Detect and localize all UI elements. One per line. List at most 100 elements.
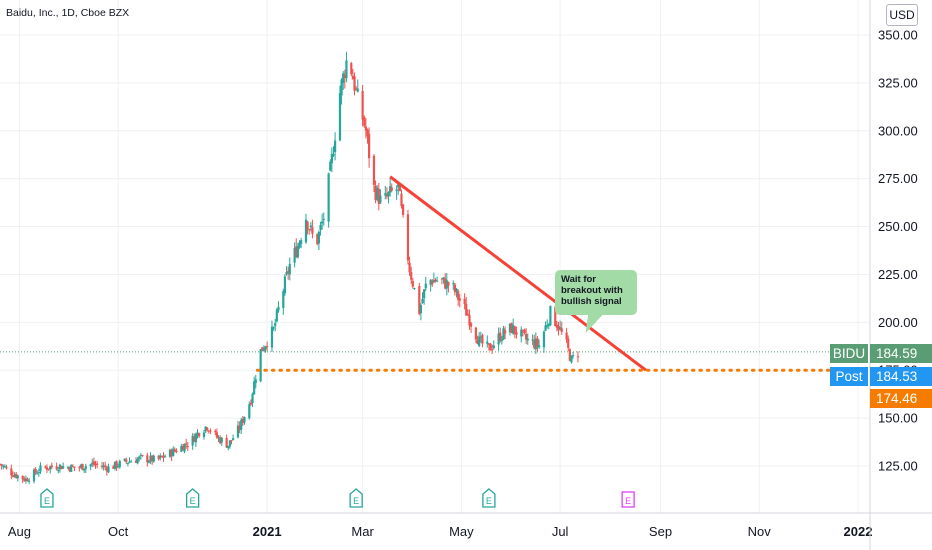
currency-button[interactable]: USD (886, 4, 918, 26)
candle-body (476, 340, 479, 345)
candle-body (73, 466, 76, 468)
candle-body (343, 74, 346, 79)
candle-body (525, 333, 528, 340)
candle-body (308, 229, 311, 231)
candle-body (227, 445, 230, 449)
candle-body (89, 464, 92, 467)
candle-body (238, 425, 241, 430)
candle-body (479, 336, 482, 338)
candle-body (374, 185, 377, 201)
candle-body (168, 449, 172, 457)
earnings-marker: E (185, 488, 200, 508)
candle-body (26, 479, 29, 482)
symbol-title: Baidu, Inc., 1D, Cboe BZX (6, 7, 130, 19)
candle-body (447, 282, 450, 286)
candle-body (249, 402, 253, 405)
candle-body (194, 434, 197, 443)
candle-body (147, 461, 151, 463)
candle-body (544, 325, 547, 331)
candle-body (44, 466, 47, 468)
candle-body (334, 140, 337, 153)
candle-body (47, 468, 50, 470)
candle-body (84, 466, 87, 470)
candle-body (444, 278, 447, 289)
candle-body (219, 437, 222, 444)
candle-body (79, 464, 83, 468)
candle-body (185, 443, 188, 445)
candle-body (251, 393, 254, 403)
candle-body (24, 478, 28, 482)
candle-body (16, 475, 19, 479)
candle-body (204, 426, 207, 432)
candle-body (50, 465, 53, 468)
candle-body (413, 287, 416, 289)
candle-body (173, 449, 176, 452)
candle-body (410, 271, 413, 280)
candle-body (151, 455, 154, 462)
x-tick-label: May (449, 524, 474, 539)
candle-body (406, 214, 410, 261)
candle-body (225, 438, 228, 448)
candle-body (298, 242, 301, 248)
candle-body (418, 286, 421, 315)
candle-body (397, 183, 400, 188)
candle-body (379, 195, 382, 203)
candle-body (542, 331, 546, 348)
candle-body (264, 346, 267, 350)
candle-body (138, 456, 141, 459)
candle-body (497, 333, 500, 345)
y-tick-label: 125.00 (878, 459, 918, 474)
candle-body (361, 90, 364, 120)
candle-body (434, 279, 437, 282)
candle-body (355, 88, 358, 90)
earnings-marker-shape (349, 488, 363, 508)
x-tick-label: Nov (748, 524, 772, 539)
candle-body (317, 231, 321, 244)
candle-body (376, 187, 379, 200)
candle-body (15, 473, 18, 478)
candle-body (353, 76, 356, 91)
candle-body (512, 325, 515, 334)
earnings-marker-label: E (486, 496, 492, 506)
chart-annotation-callout[interactable]: Wait for breakout with bullish signal (555, 270, 637, 315)
x-tick-label: 2022 (844, 524, 873, 539)
candle-body (220, 437, 223, 443)
candle-body (424, 283, 427, 289)
candle-body (136, 458, 139, 464)
candle-body (468, 314, 471, 326)
candle-body (123, 458, 126, 461)
candle-body (0, 464, 3, 466)
candle-body (217, 437, 220, 439)
candle-body (159, 455, 162, 459)
candle-body (272, 327, 275, 329)
candle-body (175, 450, 178, 453)
resistance-trendline (389, 175, 647, 372)
candle-body (432, 279, 435, 283)
candle-body (274, 323, 277, 327)
candle-body (568, 349, 571, 361)
candle-body (285, 272, 288, 275)
candle-body (104, 465, 107, 468)
candle-body (10, 468, 13, 476)
candle-body (316, 233, 319, 245)
candle-body (240, 419, 243, 430)
candle-body (202, 432, 206, 438)
candle-body (66, 467, 70, 469)
candle-body (500, 339, 503, 341)
candle-body (559, 327, 562, 329)
candle-body (288, 263, 291, 275)
candle-body (236, 425, 240, 438)
candle-body (282, 291, 285, 308)
earnings-marker: E (349, 488, 363, 508)
x-tick-label: Oct (108, 524, 129, 539)
candle-body (57, 470, 60, 472)
candle-body (295, 246, 298, 258)
bidu-price-value: 184.59 (870, 344, 932, 363)
candle-body (3, 466, 6, 468)
candle-body (508, 323, 512, 333)
candle-body (332, 154, 335, 156)
candle-body (322, 218, 325, 220)
